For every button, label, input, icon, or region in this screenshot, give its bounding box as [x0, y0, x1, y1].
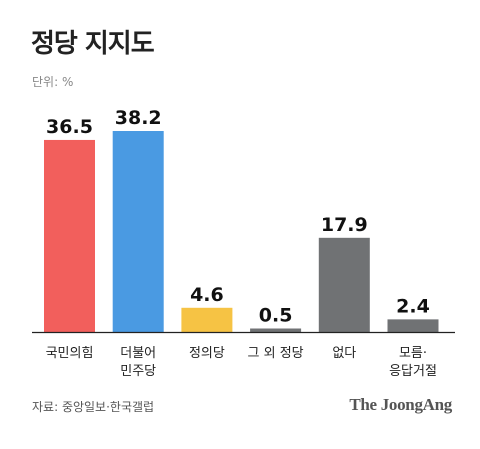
category-label-5: 없다: [332, 346, 356, 361]
source-credit: 자료: 중앙일보·한국갤럽: [32, 400, 155, 414]
value-label-6: 2.4: [396, 295, 430, 317]
unit-label: 단위: %: [32, 75, 74, 89]
category-label-2-line-2: 민주당: [120, 364, 156, 379]
bar-6: [387, 319, 439, 332]
bar-2: [112, 131, 164, 332]
value-label-5: 17.9: [321, 214, 368, 236]
category-label-6-line-1: 모름·: [399, 346, 427, 361]
value-label-4: 0.5: [259, 305, 293, 327]
bar-3: [181, 307, 233, 332]
category-label-3: 정의당: [189, 346, 225, 361]
category-label-4: 그 외 정당: [248, 346, 304, 361]
category-label-1: 국민의힘: [46, 346, 94, 361]
value-label-3: 4.6: [190, 284, 224, 306]
bar-4: [250, 328, 302, 332]
category-label-6-line-2: 응답거절: [389, 364, 437, 379]
bar-5: [318, 237, 370, 332]
value-label-2: 38.2: [115, 107, 162, 129]
publisher-logo: The JoongAng: [349, 395, 452, 414]
value-label-1: 36.5: [46, 116, 93, 138]
bar-1: [44, 139, 95, 332]
category-label-2-line-1: 더불어: [120, 346, 156, 361]
chart-title: 정당 지지도: [31, 29, 155, 59]
